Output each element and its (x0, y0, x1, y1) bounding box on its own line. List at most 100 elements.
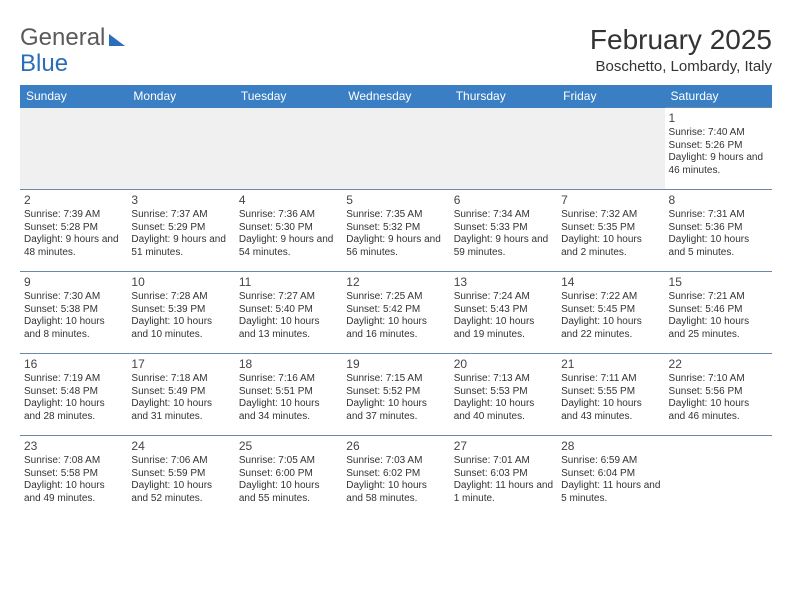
day-number: 10 (131, 275, 230, 290)
day-number: 4 (239, 193, 338, 208)
logo: General (20, 24, 125, 52)
logo-text-blue: Blue (20, 50, 68, 78)
daylight-line: Daylight: 10 hours and 28 minutes. (24, 398, 123, 423)
sunset-line: Sunset: 5:29 PM (131, 222, 230, 235)
sunset-line: Sunset: 5:53 PM (454, 386, 553, 399)
sunrise-line: Sunrise: 7:28 AM (131, 291, 230, 304)
calendar-cell: 14Sunrise: 7:22 AMSunset: 5:45 PMDayligh… (557, 272, 664, 354)
calendar-cell (342, 108, 449, 190)
day-number: 20 (454, 357, 553, 372)
sunrise-line: Sunrise: 7:06 AM (131, 455, 230, 468)
calendar-cell (20, 108, 127, 190)
day-number: 6 (454, 193, 553, 208)
day-number: 14 (561, 275, 660, 290)
daylight-line: Daylight: 9 hours and 54 minutes. (239, 234, 338, 259)
daylight-line: Daylight: 10 hours and 31 minutes. (131, 398, 230, 423)
sunset-line: Sunset: 5:52 PM (346, 386, 445, 399)
sunset-line: Sunset: 5:46 PM (669, 304, 768, 317)
sunset-line: Sunset: 5:59 PM (131, 468, 230, 481)
calendar-cell: 8Sunrise: 7:31 AMSunset: 5:36 PMDaylight… (665, 190, 772, 272)
sunset-line: Sunset: 6:04 PM (561, 468, 660, 481)
calendar-cell (450, 108, 557, 190)
daylight-line: Daylight: 9 hours and 46 minutes. (669, 152, 768, 177)
sunset-line: Sunset: 5:43 PM (454, 304, 553, 317)
daylight-line: Daylight: 10 hours and 25 minutes. (669, 316, 768, 341)
daylight-line: Daylight: 10 hours and 5 minutes. (669, 234, 768, 259)
day-number: 5 (346, 193, 445, 208)
day-number: 27 (454, 439, 553, 454)
daylight-line: Daylight: 10 hours and 13 minutes. (239, 316, 338, 341)
daylight-line: Daylight: 10 hours and 10 minutes. (131, 316, 230, 341)
calendar-cell: 24Sunrise: 7:06 AMSunset: 5:59 PMDayligh… (127, 436, 234, 518)
sunrise-line: Sunrise: 7:36 AM (239, 209, 338, 222)
sunrise-line: Sunrise: 7:18 AM (131, 373, 230, 386)
day-number: 12 (346, 275, 445, 290)
calendar-cell: 7Sunrise: 7:32 AMSunset: 5:35 PMDaylight… (557, 190, 664, 272)
day-number: 16 (24, 357, 123, 372)
daylight-line: Daylight: 9 hours and 48 minutes. (24, 234, 123, 259)
daylight-line: Daylight: 10 hours and 8 minutes. (24, 316, 123, 341)
sunset-line: Sunset: 6:02 PM (346, 468, 445, 481)
day-header: Tuesday (235, 85, 342, 108)
sunrise-line: Sunrise: 7:32 AM (561, 209, 660, 222)
calendar-cell: 27Sunrise: 7:01 AMSunset: 6:03 PMDayligh… (450, 436, 557, 518)
sunrise-line: Sunrise: 7:30 AM (24, 291, 123, 304)
sunrise-line: Sunrise: 6:59 AM (561, 455, 660, 468)
daylight-line: Daylight: 10 hours and 43 minutes. (561, 398, 660, 423)
daylight-line: Daylight: 10 hours and 46 minutes. (669, 398, 768, 423)
day-number: 1 (669, 111, 768, 126)
day-number: 3 (131, 193, 230, 208)
sunrise-line: Sunrise: 7:25 AM (346, 291, 445, 304)
sunset-line: Sunset: 5:36 PM (669, 222, 768, 235)
sunrise-line: Sunrise: 7:08 AM (24, 455, 123, 468)
sunrise-line: Sunrise: 7:39 AM (24, 209, 123, 222)
sunset-line: Sunset: 5:56 PM (669, 386, 768, 399)
daylight-line: Daylight: 9 hours and 59 minutes. (454, 234, 553, 259)
daylight-line: Daylight: 10 hours and 37 minutes. (346, 398, 445, 423)
daylight-line: Daylight: 10 hours and 49 minutes. (24, 480, 123, 505)
calendar-week-row: 1Sunrise: 7:40 AMSunset: 5:26 PMDaylight… (20, 108, 772, 190)
daylight-line: Daylight: 10 hours and 34 minutes. (239, 398, 338, 423)
calendar-cell: 26Sunrise: 7:03 AMSunset: 6:02 PMDayligh… (342, 436, 449, 518)
daylight-line: Daylight: 10 hours and 2 minutes. (561, 234, 660, 259)
calendar-cell (557, 108, 664, 190)
sunset-line: Sunset: 6:03 PM (454, 468, 553, 481)
sunset-line: Sunset: 6:00 PM (239, 468, 338, 481)
calendar-cell: 2Sunrise: 7:39 AMSunset: 5:28 PMDaylight… (20, 190, 127, 272)
sunrise-line: Sunrise: 7:35 AM (346, 209, 445, 222)
sunrise-line: Sunrise: 7:05 AM (239, 455, 338, 468)
sunset-line: Sunset: 5:45 PM (561, 304, 660, 317)
sunrise-line: Sunrise: 7:21 AM (669, 291, 768, 304)
logo-text-general: General (20, 24, 105, 52)
sunrise-line: Sunrise: 7:27 AM (239, 291, 338, 304)
calendar-cell: 23Sunrise: 7:08 AMSunset: 5:58 PMDayligh… (20, 436, 127, 518)
calendar-cell: 12Sunrise: 7:25 AMSunset: 5:42 PMDayligh… (342, 272, 449, 354)
sunrise-line: Sunrise: 7:34 AM (454, 209, 553, 222)
calendar-cell (665, 436, 772, 518)
daylight-line: Daylight: 10 hours and 16 minutes. (346, 316, 445, 341)
sunrise-line: Sunrise: 7:37 AM (131, 209, 230, 222)
day-number: 18 (239, 357, 338, 372)
sunrise-line: Sunrise: 7:03 AM (346, 455, 445, 468)
calendar-cell: 4Sunrise: 7:36 AMSunset: 5:30 PMDaylight… (235, 190, 342, 272)
sunset-line: Sunset: 5:26 PM (669, 140, 768, 153)
sunrise-line: Sunrise: 7:19 AM (24, 373, 123, 386)
day-number: 25 (239, 439, 338, 454)
sunrise-line: Sunrise: 7:16 AM (239, 373, 338, 386)
calendar-week-row: 2Sunrise: 7:39 AMSunset: 5:28 PMDaylight… (20, 190, 772, 272)
daylight-line: Daylight: 9 hours and 56 minutes. (346, 234, 445, 259)
calendar-week-row: 9Sunrise: 7:30 AMSunset: 5:38 PMDaylight… (20, 272, 772, 354)
sunrise-line: Sunrise: 7:13 AM (454, 373, 553, 386)
sunset-line: Sunset: 5:32 PM (346, 222, 445, 235)
calendar-cell: 9Sunrise: 7:30 AMSunset: 5:38 PMDaylight… (20, 272, 127, 354)
calendar-cell: 21Sunrise: 7:11 AMSunset: 5:55 PMDayligh… (557, 354, 664, 436)
day-number: 19 (346, 357, 445, 372)
sunrise-line: Sunrise: 7:24 AM (454, 291, 553, 304)
day-header: Friday (557, 85, 664, 108)
sunset-line: Sunset: 5:28 PM (24, 222, 123, 235)
calendar-week-row: 23Sunrise: 7:08 AMSunset: 5:58 PMDayligh… (20, 436, 772, 518)
sunrise-line: Sunrise: 7:01 AM (454, 455, 553, 468)
sunset-line: Sunset: 5:40 PM (239, 304, 338, 317)
sunrise-line: Sunrise: 7:15 AM (346, 373, 445, 386)
daylight-line: Daylight: 10 hours and 55 minutes. (239, 480, 338, 505)
